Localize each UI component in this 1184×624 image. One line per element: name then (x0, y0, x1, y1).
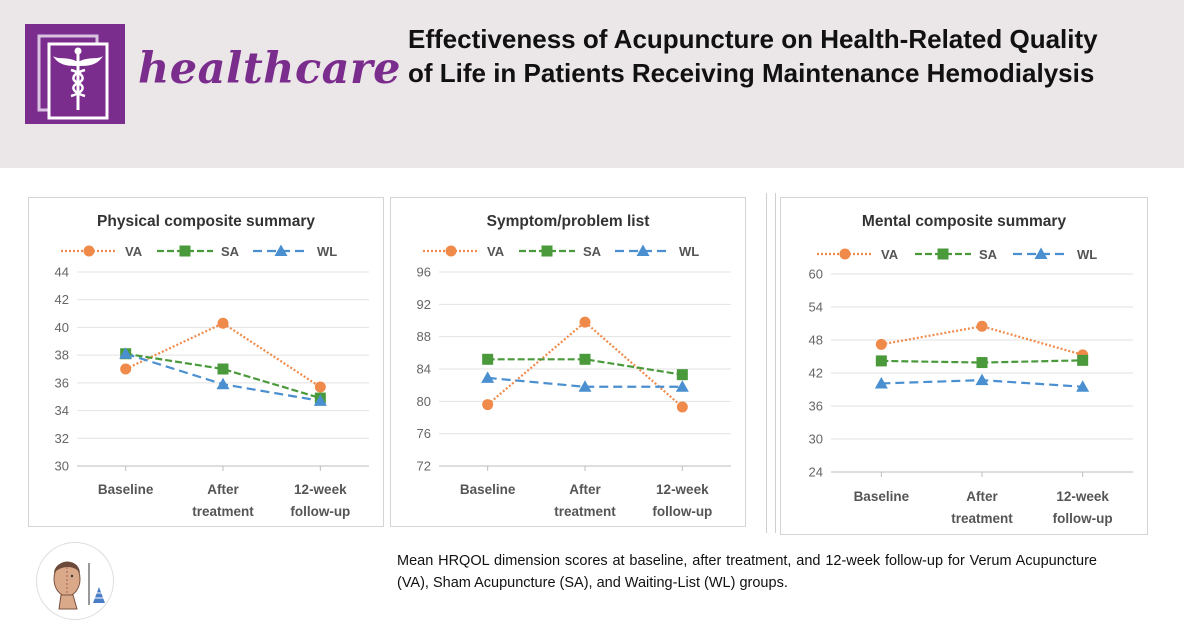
physical-composite-chart: Physical composite summary VA SA WL 30 32 34 36… (55, 213, 369, 519)
y-tick-label: 92 (417, 297, 431, 312)
caduceus-icon (37, 34, 109, 120)
y-tick-label: 42 (809, 366, 823, 381)
series-line-sa (487, 358, 683, 376)
data-point-sa (676, 369, 688, 381)
data-point-va (579, 316, 591, 328)
x-category-label: After treatment (951, 489, 1013, 526)
x-category-label: Baseline (460, 482, 516, 497)
data-point-sa (482, 353, 494, 365)
y-tick-label: 42 (55, 292, 69, 307)
y-tick-label: 84 (417, 362, 431, 377)
y-tick-label: 38 (55, 348, 69, 363)
legend-marker-va (83, 245, 95, 257)
y-tick-label: 30 (55, 459, 69, 474)
chart-title: Symptom/problem list (487, 213, 650, 230)
y-tick-label: 34 (55, 403, 69, 418)
author-avatar (36, 542, 114, 620)
y-tick-label: 36 (55, 375, 69, 390)
y-tick-label: 54 (809, 300, 823, 315)
series-line-va (486, 320, 684, 408)
legend-label-wl: WL (1077, 247, 1097, 262)
legend-marker-wl (636, 244, 650, 256)
legend-marker-sa (541, 245, 553, 257)
legend-marker-wl (274, 244, 288, 256)
y-tick-label: 32 (55, 431, 69, 446)
x-category-label: Baseline (98, 482, 154, 497)
legend-label-va: VA (487, 244, 505, 259)
data-point-sa (217, 363, 229, 375)
legend-label-sa: SA (221, 244, 240, 259)
legend-marker-sa (179, 245, 191, 257)
legend-label-sa: SA (583, 244, 602, 259)
data-point-wl (216, 377, 230, 390)
chart-panel-mental: Mental composite summary VA SA WL 24 30 36 42 48… (780, 197, 1148, 535)
data-point-va (217, 317, 229, 329)
legend-label-wl: WL (679, 244, 699, 259)
y-tick-label: 30 (809, 432, 823, 447)
data-point-sa (579, 353, 591, 365)
y-tick-label: 96 (417, 265, 431, 280)
series-line-va (125, 322, 321, 388)
data-point-va (875, 338, 887, 350)
legend-marker-wl (1034, 247, 1048, 259)
journal-name: healthcare (138, 44, 401, 94)
y-tick-label: 36 (809, 399, 823, 414)
y-tick-label: 60 (809, 267, 823, 282)
legend-label-va: VA (125, 244, 143, 259)
y-tick-label: 44 (55, 265, 69, 280)
legend-label-wl: WL (317, 244, 337, 259)
data-point-va (976, 320, 988, 332)
y-tick-label: 88 (417, 329, 431, 344)
x-category-label: 12-week follow-up (652, 482, 712, 519)
data-point-va (482, 399, 494, 411)
header-banner: healthcare Effectiveness of Acupuncture … (0, 0, 1184, 168)
y-tick-label: 40 (55, 320, 69, 335)
figure-caption: Mean HRQOL dimension scores at baseline,… (397, 553, 1097, 591)
journal-logo (25, 24, 125, 124)
data-point-wl (975, 373, 989, 386)
x-category-label: 12-week follow-up (290, 482, 350, 519)
y-tick-label: 24 (809, 465, 823, 480)
x-category-label: After treatment (192, 482, 254, 519)
x-category-label: Baseline (854, 489, 910, 504)
chart-title: Physical composite summary (97, 213, 315, 230)
data-point-sa (976, 357, 988, 369)
symptom-problem-chart: Symptom/problem list VA SA WL 72 76 80 84 88 92 96… (417, 213, 731, 519)
series-line-wl (125, 352, 321, 402)
article-title: Effectiveness of Acupuncture on Health-R… (408, 24, 1098, 88)
chart-title: Mental composite summary (862, 213, 1067, 230)
y-tick-label: 72 (417, 459, 431, 474)
acupuncture-head-icon (53, 561, 105, 610)
legend-label-sa: SA (979, 247, 998, 262)
x-category-label: After treatment (554, 482, 616, 519)
y-tick-label: 80 (417, 394, 431, 409)
panel-separator (766, 193, 776, 533)
data-point-wl (675, 380, 689, 392)
data-point-wl (313, 394, 327, 406)
chart-panel-physical: Physical composite summary VA SA WL 30 32 34 36… (28, 197, 384, 527)
y-tick-label: 48 (809, 333, 823, 348)
chart-panel-symptom: Symptom/problem list VA SA WL 72 76 80 84 88 92 96… (390, 197, 746, 527)
series-line-sa (125, 352, 321, 400)
series-line-va (881, 325, 1083, 356)
data-point-sa (1077, 354, 1089, 366)
data-point-va (676, 401, 688, 413)
mental-composite-chart: Mental composite summary VA SA WL 24 30 36 42 48… (809, 213, 1133, 526)
x-category-label: 12-week follow-up (1053, 489, 1113, 526)
data-point-sa (875, 355, 887, 367)
legend-marker-sa (937, 248, 949, 260)
legend-label-va: VA (881, 247, 899, 262)
legend-marker-va (445, 245, 457, 257)
series-line-wl (487, 376, 683, 388)
data-point-wl (1076, 380, 1090, 392)
legend-marker-va (839, 248, 851, 260)
data-point-wl (578, 380, 592, 392)
data-point-va (314, 381, 326, 393)
data-point-va (120, 363, 132, 375)
data-point-wl (874, 376, 888, 389)
data-point-wl (481, 371, 495, 383)
data-point-wl (119, 347, 133, 359)
y-tick-label: 76 (417, 426, 431, 441)
